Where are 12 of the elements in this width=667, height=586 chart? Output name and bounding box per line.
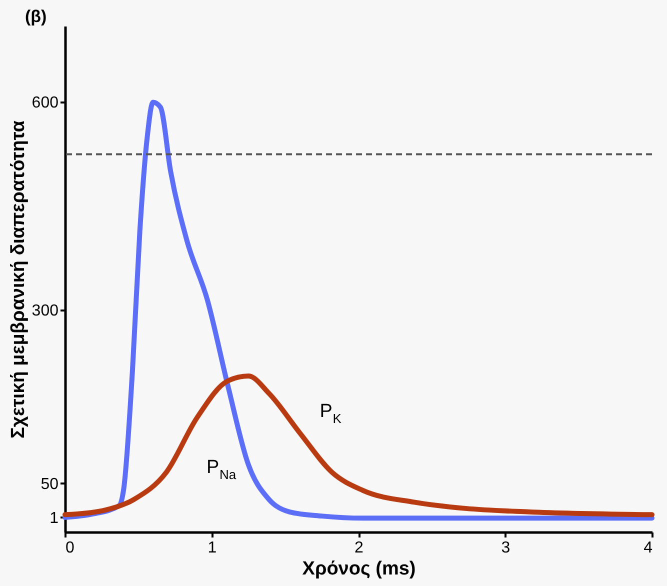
x-tick-label: 0: [66, 540, 74, 556]
y-tick-label: 50: [40, 476, 59, 493]
y-axis-title: Σχετική μεμβρανική διαπερατότητα: [8, 120, 29, 438]
y-tick-label: 1: [50, 510, 59, 527]
x-tick-label: 3: [501, 540, 510, 556]
x-tick-label: 1: [208, 540, 217, 556]
x-tick-label: 4: [644, 540, 653, 556]
y-tick-label: 300: [32, 302, 59, 320]
x-tick-label: 2: [354, 540, 364, 556]
y-tick-label: 600: [32, 94, 59, 112]
chart-title: (β): [25, 7, 47, 26]
x-axis-title: Χρόνος (ms): [302, 558, 416, 580]
